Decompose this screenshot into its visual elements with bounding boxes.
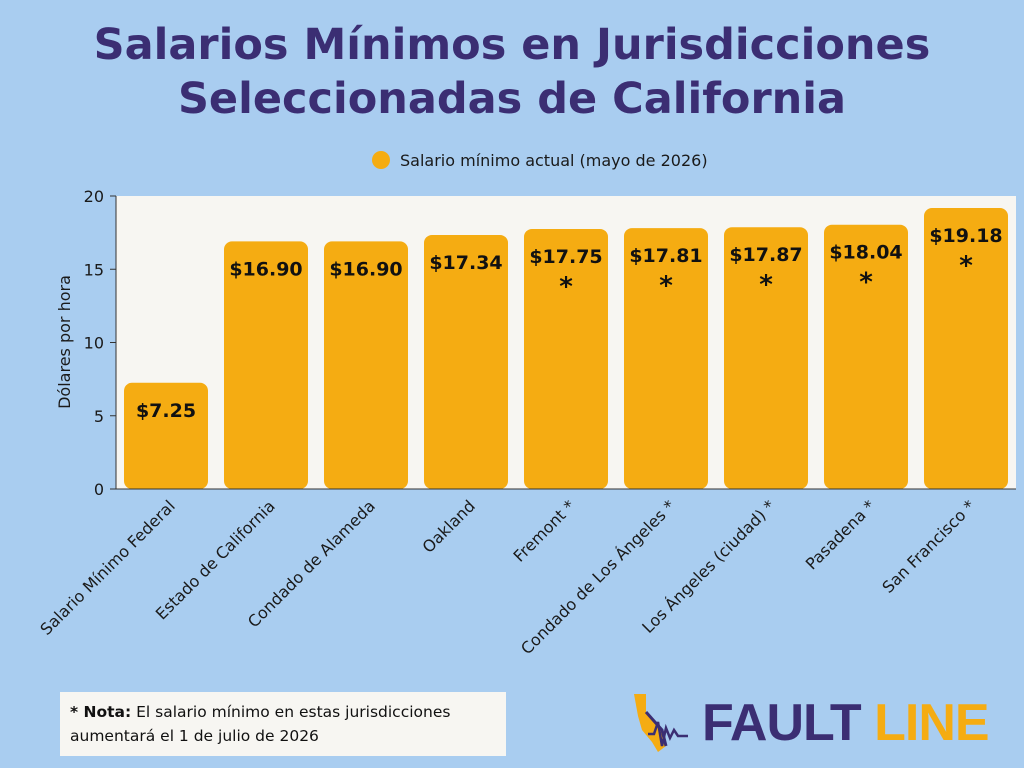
x-tick-label: Pasadena *	[802, 496, 879, 573]
logo-word-line: LINE	[874, 694, 989, 752]
y-tick-label: 5	[94, 407, 104, 426]
legend-swatch	[372, 151, 390, 169]
logo-word-fault: FAULT	[702, 694, 862, 752]
x-tick-label: Fremont *	[510, 496, 579, 565]
fault-line-logo: FAULT LINE	[628, 690, 1008, 756]
bar	[224, 241, 308, 489]
bar	[424, 234, 508, 489]
note-text: El salario mínimo en estas jurisdiccione…	[70, 703, 451, 745]
bar	[624, 228, 708, 489]
bar-value-label: $17.34	[429, 252, 502, 274]
bar	[124, 382, 208, 489]
bar-value-label: $7.25	[136, 400, 196, 422]
y-tick-label: 15	[84, 260, 104, 279]
legend-label: Salario mínimo actual (mayo de 2026)	[400, 150, 708, 170]
x-tick-label: Oakland	[419, 496, 479, 556]
bar	[924, 208, 1008, 489]
note-box: * Nota: El salario mínimo en estas juris…	[60, 692, 506, 756]
page-title-line-2: Seleccionadas de California	[177, 74, 847, 124]
bar-value-label: $18.04	[829, 242, 902, 264]
x-tick-label: Salario Mínimo Federal	[36, 496, 178, 638]
y-axis-label: Dólares por hora	[55, 275, 74, 409]
bar-asterisk: *	[959, 251, 973, 281]
california-seismograph-icon	[634, 694, 688, 752]
bar-value-label: $16.90	[329, 258, 402, 280]
y-tick-label: 10	[84, 334, 104, 353]
bar-asterisk: *	[559, 272, 573, 302]
chart-legend: Salario mínimo actual (mayo de 2026)	[372, 146, 708, 174]
note-prefix: * Nota:	[70, 703, 132, 721]
page-title: Salarios Mínimos en Jurisdicciones Selec…	[0, 18, 1024, 126]
y-tick-label: 0	[94, 480, 104, 499]
bar	[724, 227, 808, 489]
bar-value-label: $17.75	[529, 246, 602, 268]
page-title-line-1: Salarios Mínimos en Jurisdicciones	[93, 20, 931, 70]
y-tick-label: 20	[84, 187, 104, 206]
bar	[524, 228, 608, 489]
bar-value-label: $19.18	[929, 225, 1002, 247]
bar-value-label: $17.81	[629, 245, 702, 267]
bars-group: $7.25 $16.90 $16.90 $17.34 $17.75 * $17.81 * $17…	[124, 208, 1008, 490]
logo-wordmark: FAULT LINE	[702, 692, 990, 754]
bar-asterisk: *	[659, 271, 673, 301]
bar-asterisk: *	[859, 268, 873, 298]
x-tick-label: San Francisco *	[878, 496, 978, 596]
bar-asterisk: *	[759, 270, 773, 300]
y-axis: 0 5 10 15 20	[84, 187, 117, 499]
bar	[324, 241, 408, 489]
bar-value-label: $16.90	[229, 258, 302, 280]
bar-value-label: $17.87	[729, 244, 802, 266]
bar	[824, 224, 908, 490]
